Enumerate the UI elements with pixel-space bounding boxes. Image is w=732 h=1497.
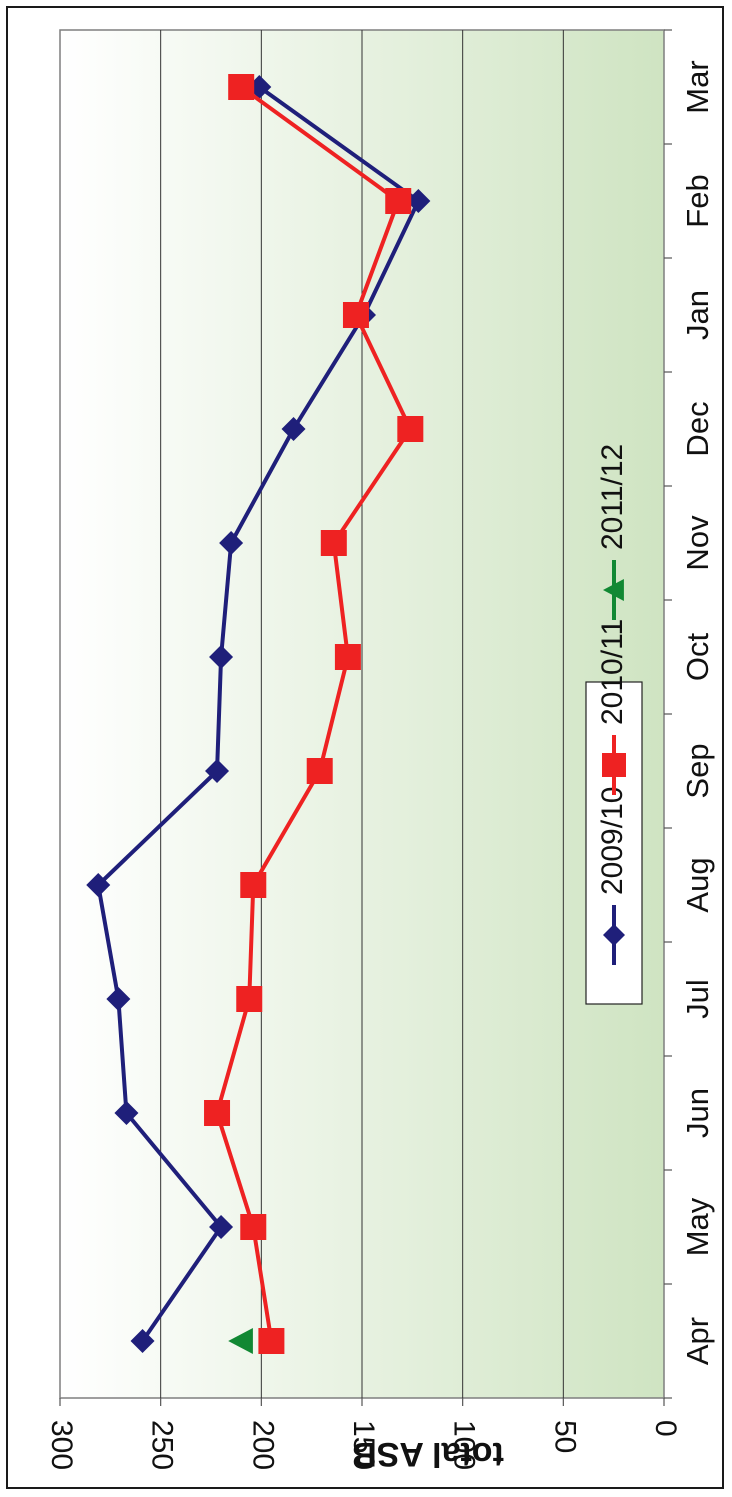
series-2010-11 — [204, 74, 424, 1354]
data-point — [219, 531, 244, 555]
x-tick-label: Feb — [680, 174, 715, 227]
data-point — [209, 1215, 234, 1239]
data-point — [86, 873, 111, 897]
data-point — [385, 188, 412, 214]
x-tick-label: Oct — [680, 633, 715, 682]
series-line — [215, 85, 413, 1342]
legend-label: 2011/12 — [596, 444, 629, 550]
x-tick-label: Jun — [680, 1088, 715, 1138]
x-tick-label: Dec — [680, 401, 715, 456]
y-tick-label: 300 — [45, 1420, 78, 1470]
data-point — [334, 644, 361, 670]
axes: 0 50 100 150 200 250 300 Apr May Jun Jul Aug Sep Oct N… — [45, 29, 715, 1470]
x-tick-label: Mar — [680, 60, 715, 113]
x-tick-label: Apr — [680, 1317, 715, 1365]
series-2009-10 — [86, 75, 431, 1353]
data-point — [130, 1329, 155, 1353]
legend-swatch-marker — [603, 924, 625, 946]
x-tick-label: Aug — [680, 857, 715, 912]
y-axis-label: total ASB — [352, 1435, 504, 1473]
gridlines — [160, 30, 564, 1398]
legend-swatch-marker — [603, 579, 624, 601]
x-tick-label: Jul — [680, 979, 715, 1019]
x-tick-label: Nov — [680, 515, 715, 571]
legend-label: 2009/10 — [596, 787, 629, 895]
data-point — [209, 645, 234, 669]
data-point — [342, 302, 369, 328]
series-line — [96, 85, 421, 1343]
y-tick-label: 50 — [548, 1420, 581, 1453]
data-point — [240, 872, 267, 898]
data-point — [306, 758, 333, 784]
series-2011-12 — [228, 1328, 253, 1354]
data-point — [320, 530, 347, 556]
data-point — [205, 759, 230, 783]
data-point — [106, 987, 131, 1011]
x-tick-label: Jan — [680, 290, 715, 340]
series-layer — [86, 74, 431, 1354]
data-point — [240, 1214, 267, 1240]
y-tick-label: 200 — [246, 1420, 279, 1470]
data-point — [114, 1101, 139, 1125]
data-point — [406, 189, 431, 213]
data-point — [204, 1100, 231, 1126]
y-tick-label: 150 — [347, 1420, 380, 1470]
data-point — [228, 74, 255, 100]
legend: 2009/10 2010/11 2011/12 — [585, 444, 643, 1005]
legend-label: 2010/11 — [596, 619, 629, 725]
x-tick-label: Sep — [680, 743, 715, 798]
legend-swatch-marker — [602, 753, 626, 777]
data-point — [281, 417, 306, 441]
data-point — [228, 1328, 253, 1354]
data-point — [258, 1328, 285, 1354]
y-tick-label: 0 — [649, 1420, 682, 1437]
y-tick-label: 250 — [146, 1420, 179, 1470]
data-point — [236, 986, 263, 1012]
y-tick-label: 100 — [448, 1420, 481, 1470]
x-tick-label: May — [680, 1197, 715, 1256]
data-point — [397, 416, 424, 442]
